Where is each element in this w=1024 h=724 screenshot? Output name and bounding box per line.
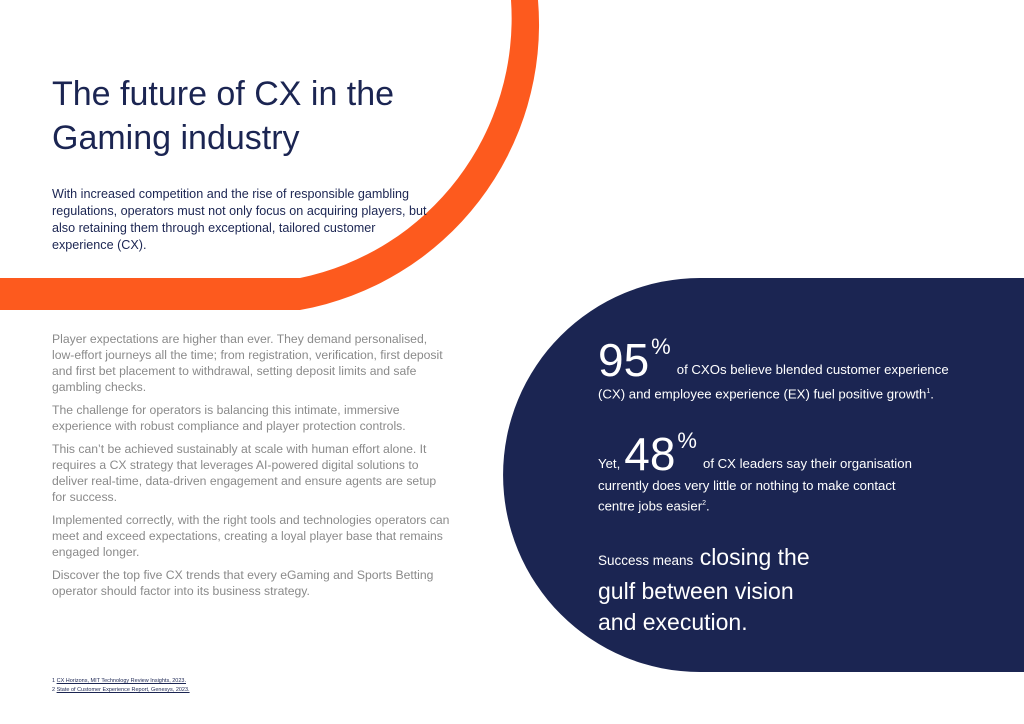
footnote-link[interactable]: CX Horizons, MIT Technology Review Insig…: [56, 678, 187, 684]
stat-text-continued: centre jobs easier2.: [598, 498, 710, 514]
footnotes: 1 CX Horizons, MIT Technology Review Ins…: [52, 677, 190, 695]
success-emphasis: gulf between vision: [598, 578, 794, 604]
stat-text: of CXOs believe blended customer experie…: [676, 362, 949, 377]
body-paragraph: Discover the top five CX trends that eve…: [52, 568, 434, 598]
footnote-link[interactable]: State of Customer Experience Report, Gen…: [56, 687, 190, 693]
stat-cx-leaders: Yet, 48% of CX leaders say their organis…: [598, 428, 978, 515]
body-paragraph: Player expectations are higher than ever…: [52, 332, 443, 394]
orange-arc-band: [0, 0, 540, 310]
footnote-item: 2 State of Customer Experience Report, G…: [52, 687, 190, 693]
success-statement: Success means closing the gulf between v…: [598, 542, 898, 638]
footnote-ref: 1: [926, 388, 931, 395]
stat-number: 95%: [598, 334, 671, 386]
stat-text-continued: (CX) and employee experience (EX) fuel p…: [598, 386, 934, 402]
success-emphasis: and execution.: [598, 609, 748, 635]
stat-text-continued: currently does very little or nothing to…: [598, 478, 896, 493]
body-paragraph: This can’t be achieved sustainably at sc…: [52, 442, 437, 504]
stat-cxo-growth: 95% of CXOs believe blended customer exp…: [598, 334, 998, 403]
stat-text: of CX leaders say their organisation: [702, 456, 912, 471]
page-title: The future of CX in the Gaming industry: [52, 75, 395, 157]
intro-paragraph: With increased competition and the rise …: [52, 187, 427, 252]
body-paragraph: Implemented correctly, with the right to…: [52, 513, 450, 559]
body-text: Player expectations are higher than ever…: [52, 331, 452, 606]
footnote-ref: 2: [702, 500, 706, 507]
stat-prefix: Yet,: [598, 456, 621, 471]
success-lead: Success means: [598, 553, 694, 568]
stat-number: 48%: [624, 428, 697, 480]
success-emphasis: closing the: [699, 544, 810, 570]
footnote-item: 1 CX Horizons, MIT Technology Review Ins…: [52, 678, 187, 684]
navy-panel-shape: [503, 278, 1024, 672]
body-paragraph: The challenge for operators is balancing…: [52, 403, 406, 433]
